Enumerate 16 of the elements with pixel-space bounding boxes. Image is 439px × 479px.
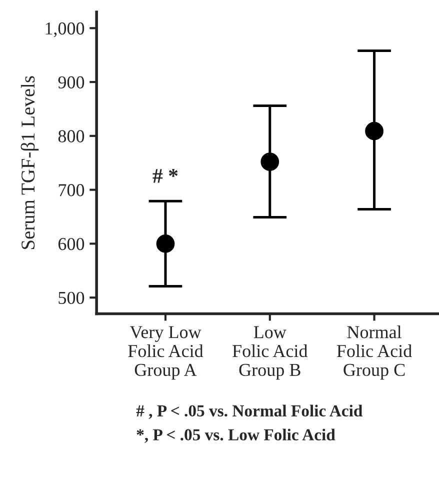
y-tick-label: 500 [58,292,84,304]
x-tick-label: Low Folic Acid Group B [232,326,308,380]
y-tick-label: 900 [58,76,84,88]
y-tick-label: 700 [58,184,84,196]
point [156,234,175,253]
point [260,152,280,171]
x-tick-label: Normal Folic Acid Group C [336,326,412,380]
y-tick-label: 800 [58,130,84,142]
y-axis-title: Serum TGF-β1 Levels [20,76,39,249]
text: *, P < .05 vs. Low Folic Acid [136,428,336,443]
x-tick-label: Very Low Folic Acid Group A [128,326,204,380]
y-tick-label: 600 [58,238,84,250]
text: # , P < .05 vs. Normal Folic Acid [136,404,363,419]
y-tick-label: 1,000 [46,22,84,38]
point [365,122,384,140]
annotation: # * [152,169,178,183]
